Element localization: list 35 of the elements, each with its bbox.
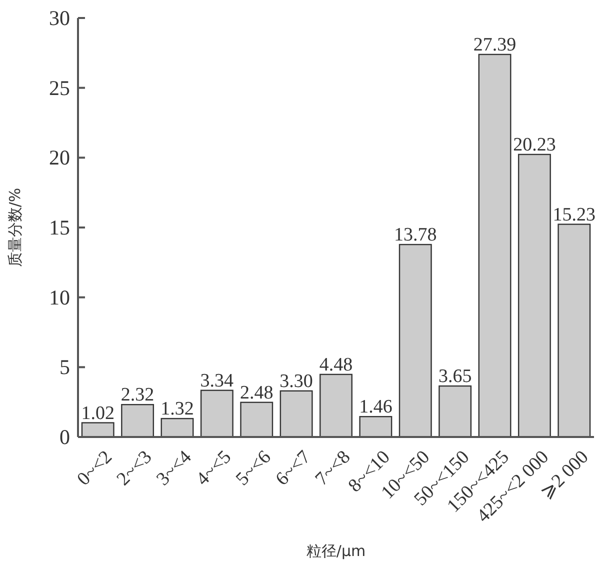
data-label: 1.02: [81, 402, 114, 424]
bar: [558, 224, 591, 438]
bar: [200, 390, 234, 438]
data-label: 3.34: [200, 370, 234, 392]
data-label: 2.48: [240, 382, 274, 404]
y-tick-label: 25: [49, 76, 70, 100]
bar: [478, 54, 512, 438]
data-label: 13.78: [394, 224, 437, 246]
data-label: 27.39: [473, 34, 516, 56]
bar: [398, 244, 432, 438]
data-label: 4.48: [319, 354, 353, 376]
bar: [280, 390, 313, 438]
data-label: 3.30: [280, 370, 313, 392]
x-axis-title: 粒径/μm: [306, 542, 366, 560]
y-tick-label: 15: [49, 216, 70, 240]
data-label: 20.23: [513, 134, 556, 156]
bar: [121, 404, 154, 438]
y-tick-label: 0: [60, 425, 70, 449]
y-axis-title: 质量分数/%: [6, 188, 24, 268]
bar: [240, 402, 274, 438]
data-label: 2.32: [120, 384, 154, 406]
bar: [160, 418, 194, 438]
data-label: 1.32: [160, 398, 194, 420]
bar: [438, 385, 472, 438]
data-label: 3.65: [438, 366, 472, 388]
bar: [81, 422, 114, 438]
bar: [320, 374, 352, 438]
bar: [518, 154, 551, 438]
bar: [359, 416, 392, 438]
data-label: 15.23: [552, 204, 596, 226]
y-tick-label: 20: [49, 146, 70, 170]
y-tick-label: 10: [49, 285, 70, 310]
data-label: 1.46: [359, 396, 392, 418]
y-tick-label: 5: [60, 355, 70, 380]
y-tick-label: 30: [49, 6, 70, 30]
